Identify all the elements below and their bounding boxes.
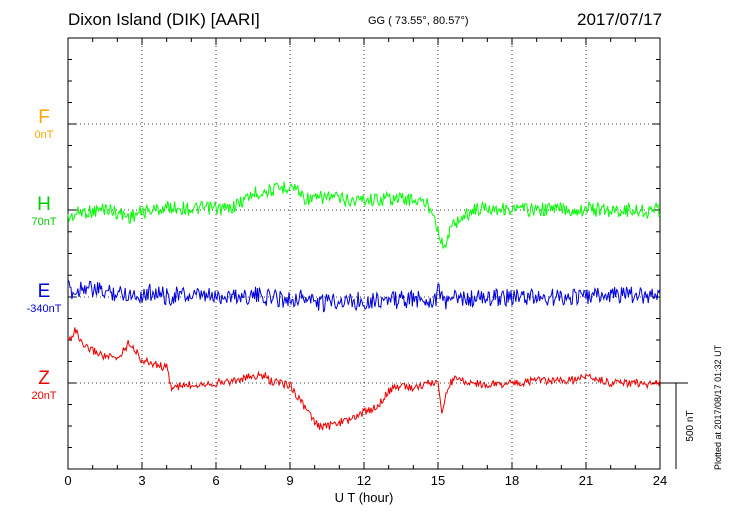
series-line-h xyxy=(67,181,661,250)
x-tick-label: 12 xyxy=(357,473,371,488)
component-label-e: E -340nT xyxy=(0,282,88,316)
x-tick-label: 21 xyxy=(579,473,593,488)
plotted-timestamp: Plotted at 2017/08/17 01:32 UT xyxy=(713,344,723,470)
x-tick-label: 9 xyxy=(286,473,293,488)
component-baseline: 20nT xyxy=(31,390,57,402)
x-tick-label: 0 xyxy=(64,473,71,488)
station-title: Dixon Island (DIK) [AARI] xyxy=(68,10,260,29)
component-baseline: 70nT xyxy=(31,216,57,228)
x-tick-label: 24 xyxy=(653,473,667,488)
series-lines xyxy=(67,181,661,431)
series-line-z xyxy=(67,327,661,431)
component-baseline: -340nT xyxy=(26,303,62,315)
series-line-e xyxy=(67,279,661,313)
component-name: H xyxy=(37,194,51,215)
component-name: Z xyxy=(38,368,50,389)
x-tick-label: 3 xyxy=(138,473,145,488)
component-baseline: 0nT xyxy=(34,129,54,141)
component-label-z: Z 20nT xyxy=(0,369,88,403)
scale-bar: 500 nT xyxy=(660,382,696,469)
date-label: 2017/07/17 xyxy=(577,10,663,29)
geo-coordinates: GG ( 73.55°, 80.57°) xyxy=(368,15,469,27)
component-label-f: F 0nT xyxy=(0,108,88,142)
x-tick-labels: 0 3 6 9 12 15 18 21 24 xyxy=(64,473,667,488)
x-tick-label: 18 xyxy=(505,473,519,488)
scale-label: 500 nT xyxy=(685,410,696,441)
component-name: E xyxy=(37,281,51,302)
x-tick-label: 15 xyxy=(431,473,445,488)
component-name: F xyxy=(38,107,50,128)
component-label-h: H 70nT xyxy=(0,195,88,229)
x-tick-label: 6 xyxy=(212,473,219,488)
grid-lines xyxy=(141,38,587,469)
component-baselines xyxy=(68,123,660,384)
x-axis-label: U T (hour) xyxy=(335,490,394,505)
